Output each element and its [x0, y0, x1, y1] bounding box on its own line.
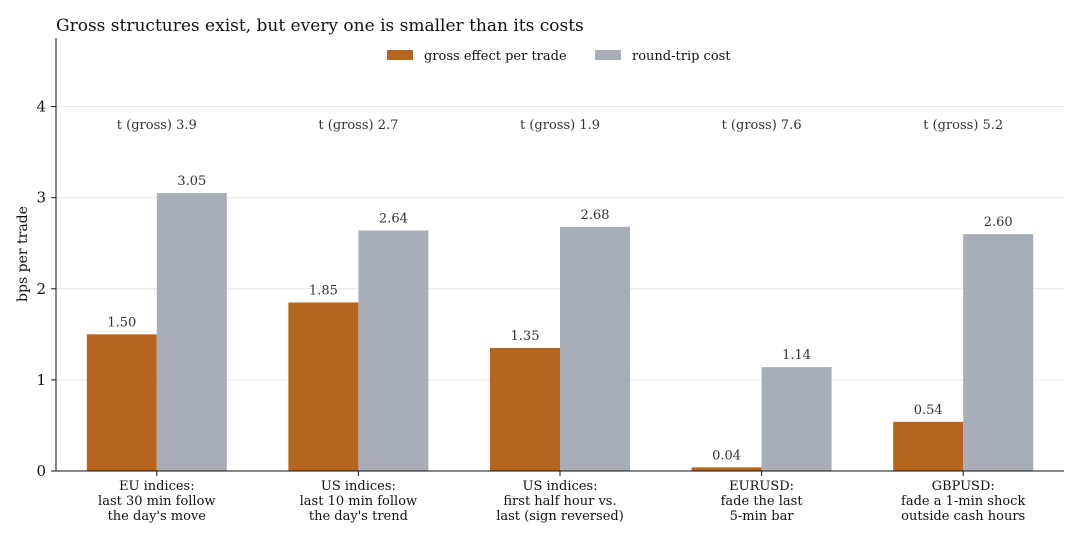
x-tick-label: GBPUSD: fade a 1-min shock outside cash ho…: [901, 479, 1025, 524]
data-label: 1.14: [782, 348, 811, 363]
t-stat-annotation: t (gross) 7.6: [722, 118, 802, 133]
t-stat-annotation: t (gross) 3.9: [117, 118, 197, 133]
x-tick-label: US indices: first half hour vs. last (sign…: [496, 479, 624, 524]
x-tick-label-line: GBPUSD:: [932, 479, 995, 494]
x-tick-label: EU indices: last 30 min follow the day's m…: [98, 479, 216, 524]
x-tick-label-line: the day's move: [108, 509, 207, 524]
bar-round-trip-cost: [761, 367, 832, 471]
y-tick-label: 2: [36, 280, 46, 298]
legend-label-cost: round-trip cost: [632, 49, 731, 64]
y-tick-label: 1: [36, 371, 46, 389]
data-label: 3.05: [177, 174, 206, 189]
bars: [86, 193, 1034, 471]
legend: gross effect per trade round-trip cost: [387, 49, 731, 64]
data-label: 2.68: [581, 208, 610, 223]
x-tick-label-line: last (sign reversed): [496, 509, 624, 524]
data-label: 2.60: [984, 215, 1013, 230]
x-tick-label-line: last 30 min follow: [98, 494, 216, 509]
x-tick-label-line: outside cash hours: [901, 509, 1025, 524]
y-axis-label: bps per trade: [15, 206, 31, 302]
x-tick-label-line: US indices:: [321, 479, 396, 494]
x-tick-label-line: EU indices:: [119, 479, 195, 494]
bar-gross-effect: [893, 421, 964, 471]
bar-gross-effect: [288, 302, 359, 471]
bar-gross-effect: [490, 348, 560, 471]
x-tick-label: US indices: last 10 min follow the day's t…: [300, 479, 418, 524]
bar-gross-effect: [86, 334, 157, 471]
legend-swatch-cost: [595, 50, 621, 60]
y-tick-label: 0: [36, 462, 46, 480]
x-tick-label-line: first half hour vs.: [503, 494, 616, 509]
bar-round-trip-cost: [358, 230, 429, 471]
data-label: 1.85: [309, 283, 338, 298]
data-label: 0.04: [712, 448, 741, 463]
t-stat-annotation: t (gross) 5.2: [923, 118, 1003, 133]
bar-round-trip-cost: [963, 234, 1034, 471]
t-stat-annotation: t (gross) 1.9: [520, 118, 600, 133]
data-labels: 1.50 3.05 1.85 2.64 1.35 2.68 0.04 1.14 0.54 2.60: [107, 174, 1012, 463]
bar-gross-effect: [691, 467, 762, 471]
y-tick-label: 3: [36, 189, 46, 207]
legend-swatch-gross: [387, 50, 413, 60]
t-stat-annotation: t (gross) 2.7: [318, 118, 398, 133]
y-axis-ticks: 0 1 2 3 4: [36, 98, 56, 480]
data-label: 1.50: [107, 315, 136, 330]
x-tick-label-line: fade a 1-min shock: [901, 494, 1025, 509]
x-tick-label-line: 5-min bar: [730, 509, 795, 524]
x-tick-label-line: the day's trend: [309, 509, 408, 524]
y-tick-label: 4: [36, 98, 46, 116]
data-label: 2.64: [379, 211, 408, 226]
annotations: t (gross) 3.9 t (gross) 2.7 t (gross) 1.9 t…: [117, 118, 1003, 133]
x-tick-label-line: EURUSD:: [729, 479, 794, 494]
data-label: 1.35: [511, 329, 540, 344]
x-tick-label: EURUSD: fade the last 5-min bar: [721, 479, 804, 524]
x-tick-label-line: last 10 min follow: [300, 494, 418, 509]
data-label: 0.54: [914, 403, 943, 418]
legend-label-gross: gross effect per trade: [424, 49, 567, 64]
bar-round-trip-cost: [560, 226, 630, 471]
x-axis-ticks: EU indices: last 30 min follow the day's m…: [98, 471, 1025, 524]
bar-round-trip-cost: [156, 193, 227, 471]
chart-title: Gross structures exist, but every one is…: [56, 16, 584, 36]
x-tick-label-line: US indices:: [522, 479, 597, 494]
x-tick-label-line: fade the last: [721, 494, 804, 509]
